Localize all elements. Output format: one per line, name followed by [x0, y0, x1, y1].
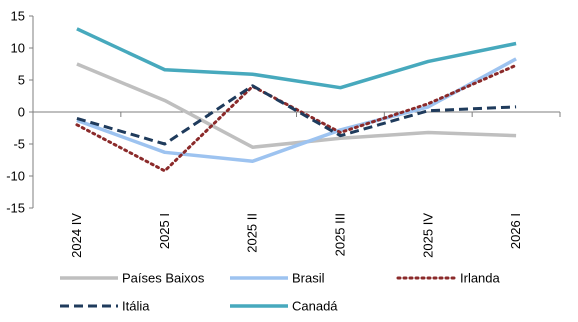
y-tick-label: 5 [18, 73, 25, 88]
x-tick-label: 2025 I [157, 213, 172, 249]
x-tick-label: 2025 III [332, 213, 347, 256]
legend-label-1: Brasil [292, 271, 325, 286]
chart-legend: Países Baixos Brasil Irlanda Itália Canadá [60, 271, 501, 314]
x-tick-label: 2024 IV [69, 213, 84, 258]
legend-label-0: Países Baixos [122, 271, 205, 286]
y-tick-label: 0 [18, 105, 25, 120]
legend-label-2: Irlanda [460, 271, 501, 286]
legend-label-4: Canadá [292, 299, 338, 314]
series-line-3 [76, 84, 517, 146]
y-tick-label: 10 [11, 41, 25, 56]
series-line-4 [76, 27, 517, 90]
x-tick-label: 2025 II [245, 213, 260, 253]
legend-label-3: Itália [122, 299, 150, 314]
y-tick-label: -15 [6, 201, 25, 216]
series-layer [75, 27, 518, 173]
chart-axes: -15 -10 -5 0 5 10 15 2024 IV 2025 I 2025 II 2025 I… [6, 9, 561, 258]
y-tick-label: -5 [13, 137, 25, 152]
x-tick-label: 2026 I [508, 213, 523, 249]
y-tick-label: -10 [6, 169, 25, 184]
series-line-0 [76, 62, 517, 149]
x-tick-label: 2025 IV [420, 213, 435, 258]
y-tick-label: 15 [11, 9, 25, 24]
